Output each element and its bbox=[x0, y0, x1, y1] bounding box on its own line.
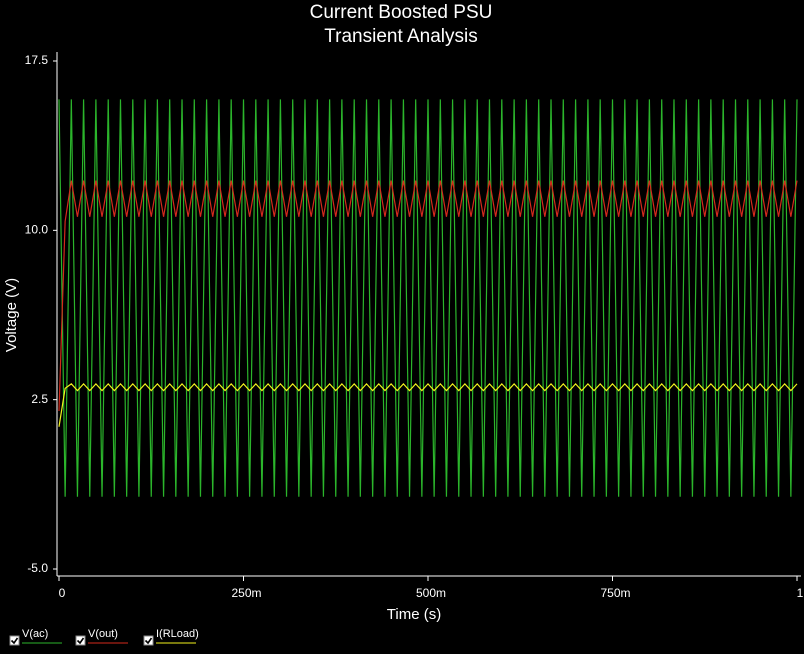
x-tick-label: 0 bbox=[59, 586, 66, 600]
series-line bbox=[58, 99, 798, 497]
y-tick-label: 17.5 bbox=[25, 53, 49, 67]
chart-title: Current Boosted PSU bbox=[310, 2, 493, 23]
x-tick-label: 750m bbox=[600, 586, 630, 600]
legend-checkbox[interactable] bbox=[75, 635, 86, 646]
x-tick-label: 500m bbox=[416, 586, 446, 600]
legend-label[interactable]: V(out) bbox=[88, 628, 118, 640]
legend-checkbox[interactable] bbox=[9, 635, 20, 646]
legend-checkbox[interactable] bbox=[143, 635, 154, 646]
y-tick-label: 10.0 bbox=[25, 223, 49, 237]
x-tick-label: 250m bbox=[231, 586, 261, 600]
legend-check bbox=[10, 637, 19, 645]
legend-label[interactable]: V(ac) bbox=[22, 628, 48, 640]
series-line bbox=[58, 180, 798, 411]
y-tick-label: -5.0 bbox=[27, 561, 48, 575]
x-axis-label: Time (s) bbox=[387, 606, 441, 623]
legend-label[interactable]: I(RLoad) bbox=[156, 628, 199, 640]
legend-check bbox=[144, 637, 153, 645]
legend-check bbox=[76, 637, 85, 645]
chart-subtitle: Transient Analysis bbox=[324, 26, 477, 47]
y-axis-label: Voltage (V) bbox=[3, 278, 20, 352]
x-tick-label: 1 bbox=[797, 586, 804, 600]
series-line bbox=[58, 382, 798, 427]
y-tick-label: 2.5 bbox=[31, 392, 48, 406]
